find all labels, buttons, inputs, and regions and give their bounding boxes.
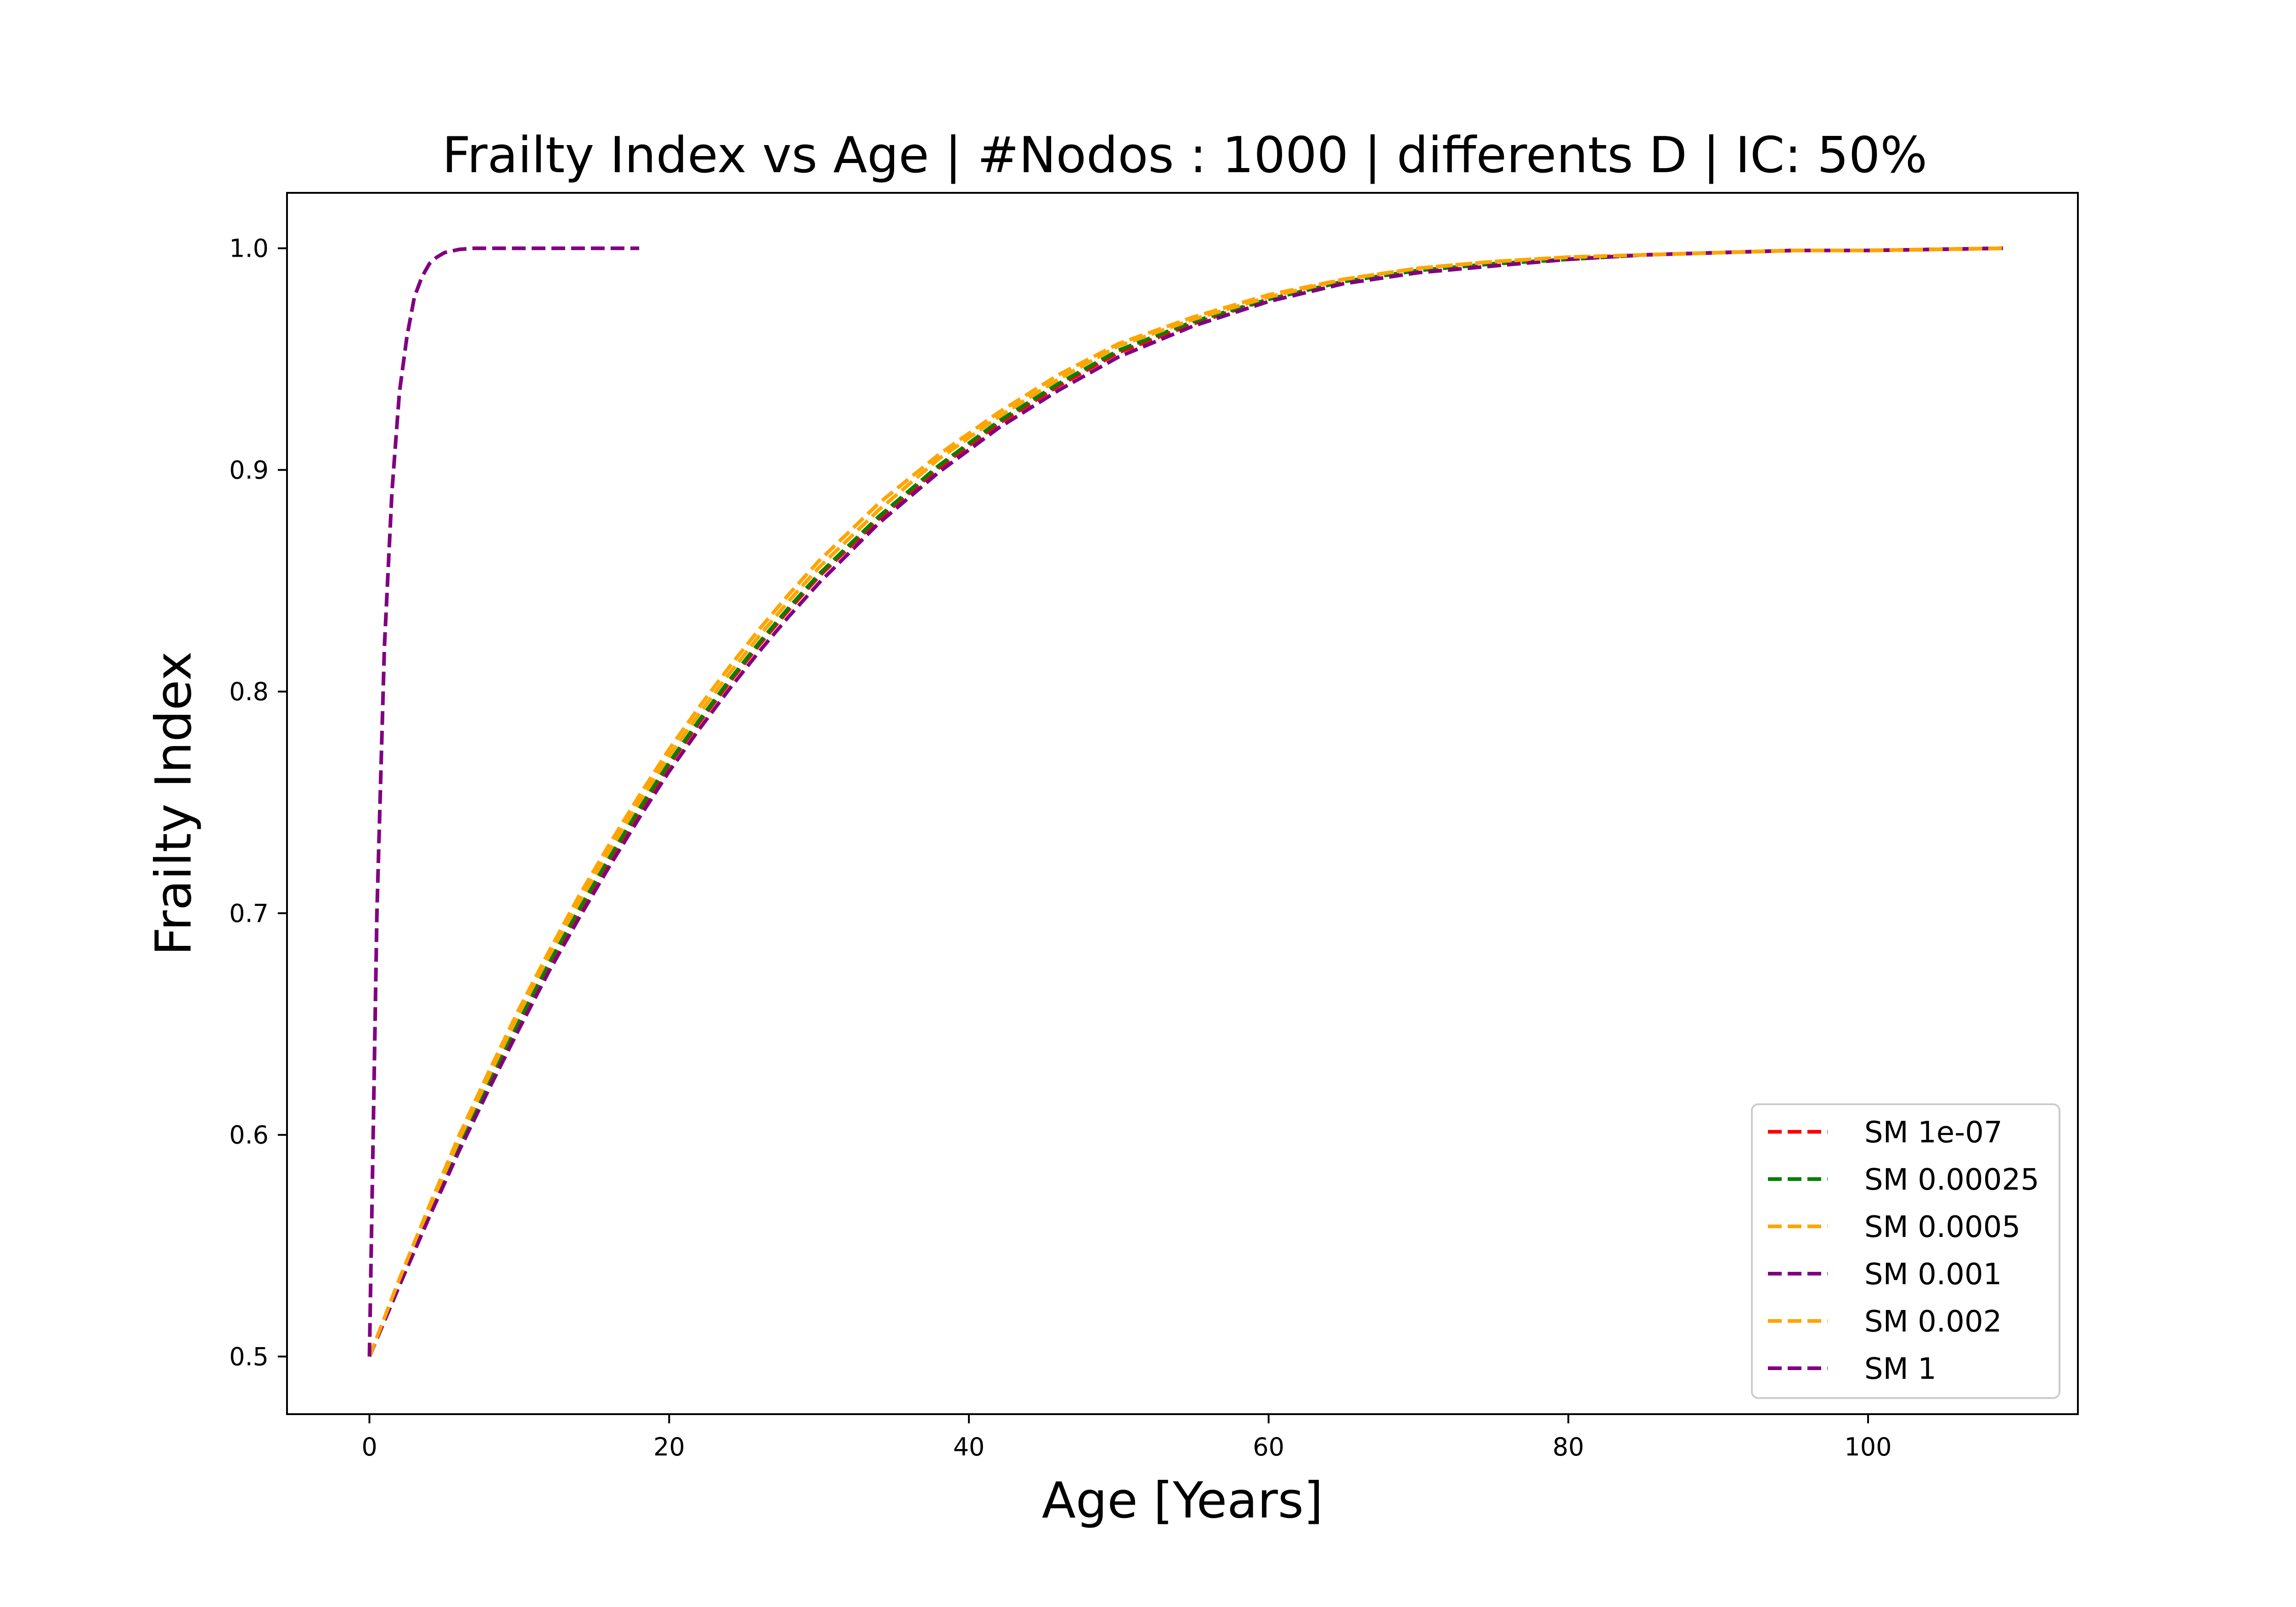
legend-items: SM 1e-07 SM 0.00025 SM 0.0005 SM 0.001 SM 0.…: [1768, 1116, 2039, 1386]
series-line-1: [367, 246, 2003, 1358]
y-tick-label: 0.5: [229, 1342, 269, 1371]
legend-label-4: SM 0.002: [1864, 1305, 2002, 1339]
y-axis-label: Frailty Index: [145, 652, 203, 956]
x-tick-label: 80: [1553, 1433, 1584, 1461]
x-axis-ticks: 0 20 40 60 80 100: [361, 1414, 1892, 1461]
plot-area: 0 20 40 60 80 100 0.5 0.6 0.7 0.8 0.9 1.0: [229, 192, 2079, 1461]
y-tick-label: 0.9: [229, 455, 269, 484]
x-tick-label: 40: [953, 1433, 985, 1461]
x-tick-label: 0: [361, 1433, 377, 1461]
legend: SM 1e-07 SM 0.00025 SM 0.0005 SM 0.001 SM 0.…: [1751, 1103, 2060, 1399]
y-tick-label: 0.8: [229, 677, 269, 706]
legend-label-1: SM 0.00025: [1864, 1163, 2039, 1197]
x-tick-label: 20: [653, 1433, 685, 1461]
x-tick-label: 60: [1253, 1433, 1284, 1461]
series-line-3: [367, 246, 2003, 1358]
y-tick-label: 0.6: [229, 1121, 269, 1150]
series-layer: [367, 246, 2003, 1358]
legend-label-5: SM 1: [1864, 1352, 1936, 1386]
legend-label-0: SM 1e-07: [1864, 1116, 2003, 1150]
series-line-4: [367, 246, 2003, 1357]
y-tick-label: 1.0: [229, 234, 269, 263]
chart-title: Frailty Index vs Age | #Nodos : 1000 | d…: [442, 127, 1927, 184]
series-line-5: [367, 246, 639, 1357]
plot-frame: [286, 192, 2079, 1415]
y-tick-label: 0.7: [229, 899, 269, 928]
x-tick-label: 100: [1845, 1433, 1892, 1461]
legend-label-2: SM 0.0005: [1864, 1210, 2020, 1244]
legend-label-3: SM 0.001: [1864, 1258, 2002, 1292]
y-axis-ticks: 0.5 0.6 0.7 0.8 0.9 1.0: [229, 234, 287, 1371]
legend-frame: [1751, 1103, 2060, 1399]
x-axis-label: Age [Years]: [1042, 1472, 1323, 1529]
series-line-2: [367, 246, 2003, 1357]
